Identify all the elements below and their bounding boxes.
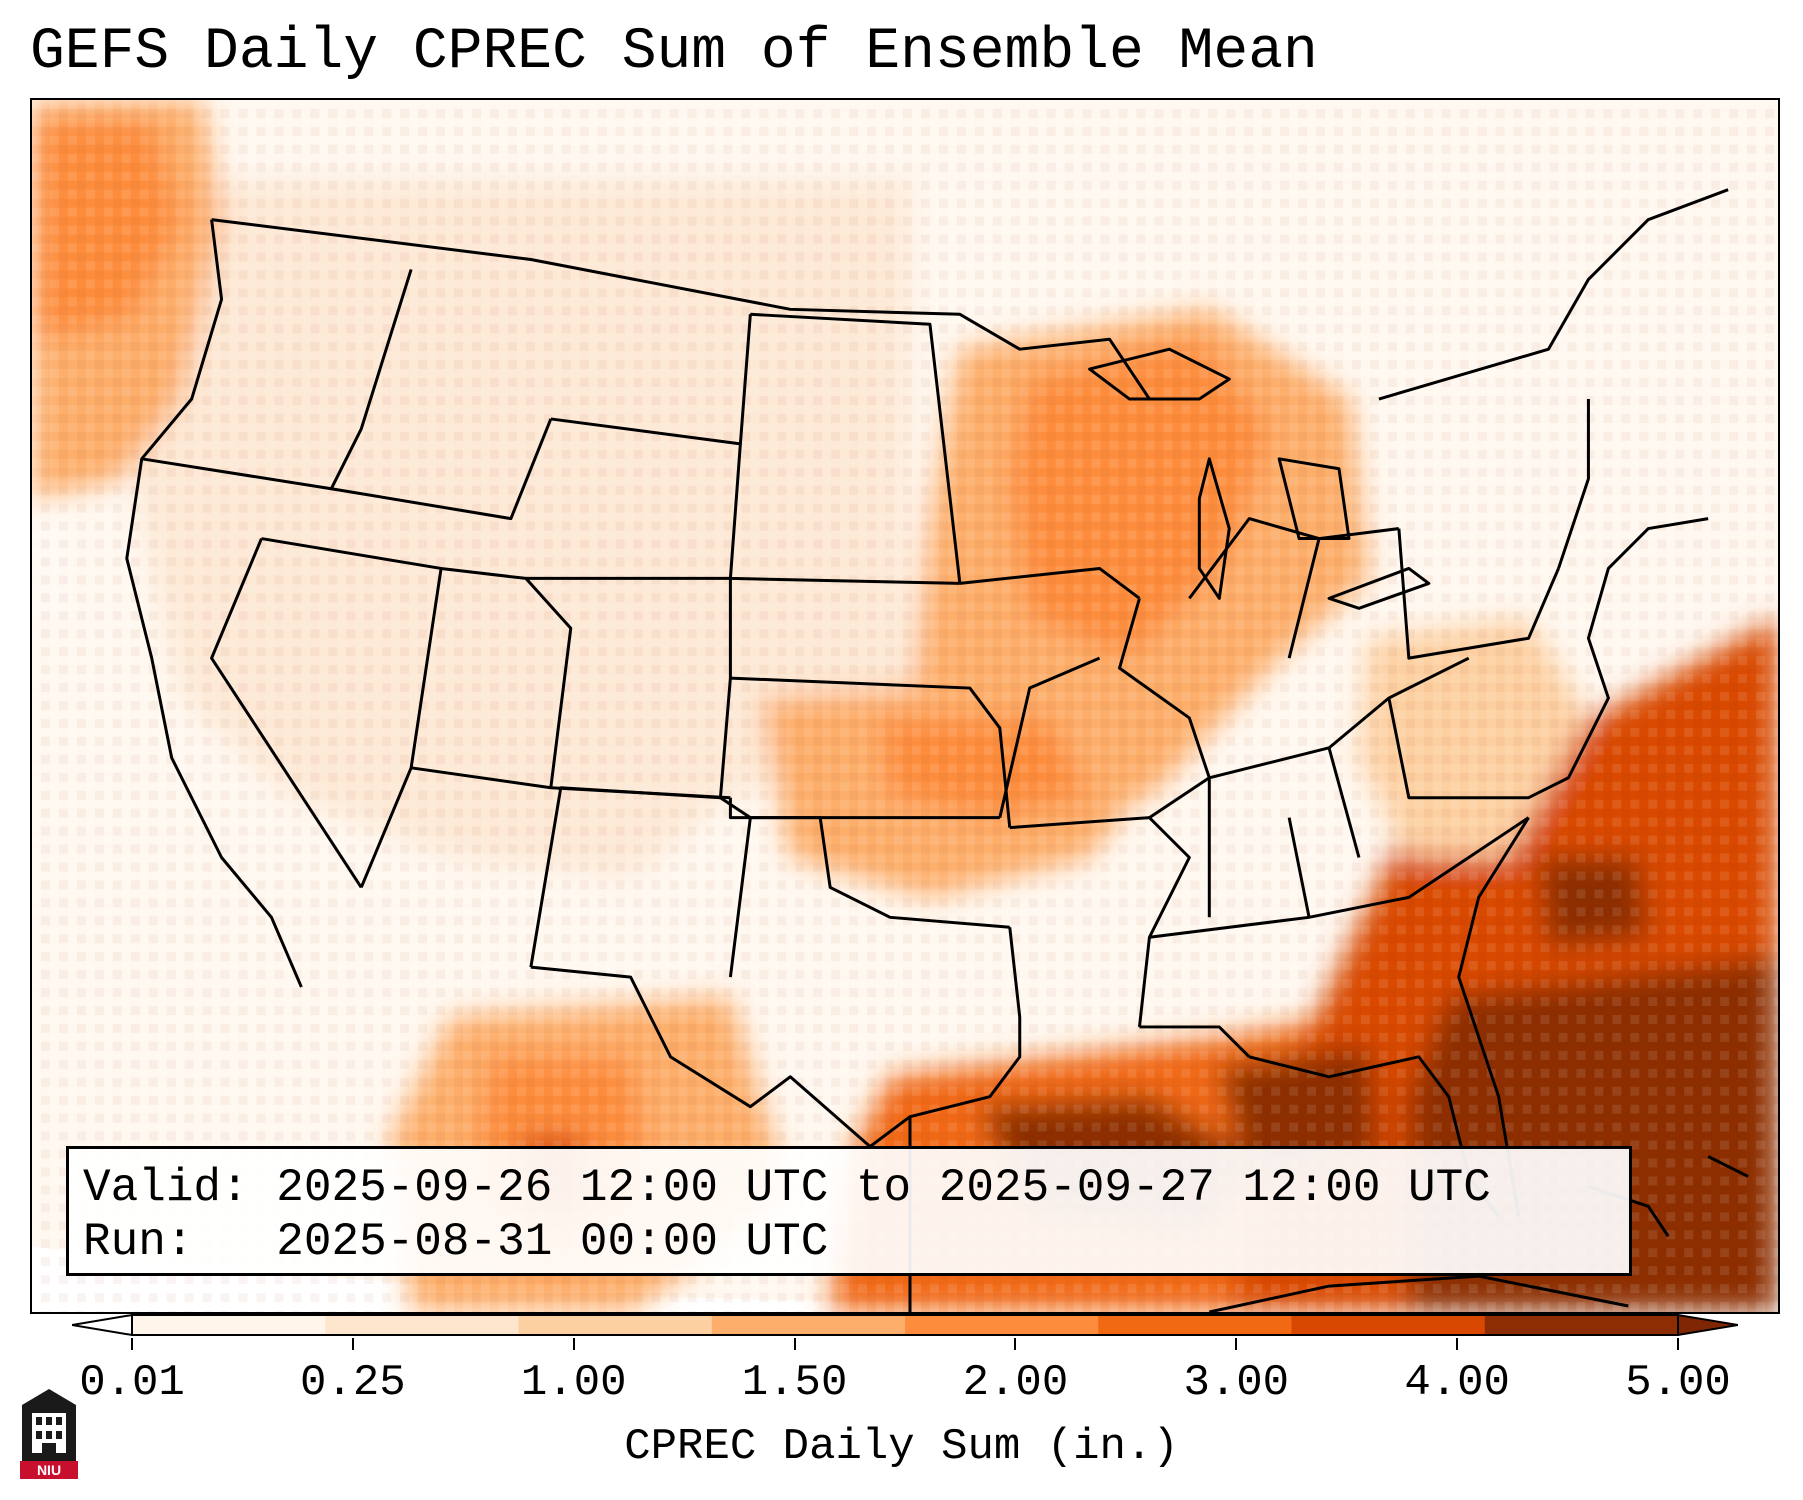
atlantic-coastline (1457, 816, 1530, 1217)
valid-label: Valid: (83, 1162, 249, 1214)
colorbar-over-arrow (1677, 1313, 1738, 1337)
colorbar (72, 1313, 1738, 1337)
lake-michigan (1197, 457, 1231, 600)
colorbar-label: CPREC Daily Sum (in.) (624, 1422, 1179, 1472)
west-coastline (125, 219, 303, 988)
map-title: GEFS Daily CPREC Sum of Ensemble Mean (30, 20, 1318, 85)
colorbar-tick-mark (1014, 1338, 1017, 1350)
colorbar-tick-label: 3.00 (1183, 1358, 1290, 1408)
lake-superior (1088, 347, 1231, 401)
colorbar-tick-label: 1.50 (741, 1358, 848, 1408)
colorbar-tick-mark (351, 1338, 354, 1350)
run-value: 2025-08-31 00:00 UTC (276, 1216, 829, 1268)
lake-huron (1277, 457, 1351, 541)
colorbar-tick-label: 4.00 (1404, 1358, 1510, 1408)
colorbar-tick-mark (1677, 1338, 1679, 1350)
lake-erie (1327, 566, 1431, 610)
colorbar-tick-label: 2.00 (962, 1358, 1069, 1408)
colorbar-segment (711, 1315, 906, 1335)
colorbar-segment (1098, 1315, 1292, 1335)
colorbar-tick-mark (793, 1338, 796, 1350)
colorbar-segment (1291, 1315, 1486, 1335)
colorbar-tick-label: 0.01 (79, 1358, 185, 1408)
run-label: Run: (83, 1216, 194, 1268)
colorbar-segment (1484, 1315, 1679, 1335)
colorbar-tick-mark (1456, 1338, 1459, 1350)
colorbar-segment (325, 1315, 519, 1335)
colorbar-under-arrow (72, 1313, 133, 1337)
run-row: Run: 2025-08-31 00:00 UTC (83, 1215, 1615, 1269)
run-info-box: Valid: 2025-09-26 12:00 UTC to 2025-09-2… (66, 1146, 1632, 1276)
colorbar-tick-label: 1.00 (520, 1358, 627, 1408)
niu-logo-text: NIU (37, 1462, 61, 1478)
colorbar-segment (132, 1315, 326, 1335)
colorbar-tick-label: 0.25 (300, 1358, 406, 1408)
colorbar-segment (905, 1315, 1099, 1335)
niu-logo: NIU (20, 1389, 78, 1479)
colorbar-tick-label: 5.00 (1625, 1358, 1731, 1408)
colorbar-tick-mark (572, 1338, 575, 1350)
canada-border (211, 218, 1151, 400)
colorbar-tick-mark (131, 1338, 133, 1350)
precip-map (32, 100, 1778, 1312)
colorbar-segments (132, 1315, 1679, 1335)
valid-row: Valid: 2025-09-26 12:00 UTC to 2025-09-2… (83, 1161, 1615, 1215)
colorbar-tick-mark (1235, 1338, 1238, 1350)
map-panel (30, 98, 1780, 1314)
colorbar-segment (518, 1315, 713, 1335)
valid-value: 2025-09-26 12:00 UTC to 2025-09-27 12:00… (276, 1162, 1491, 1214)
